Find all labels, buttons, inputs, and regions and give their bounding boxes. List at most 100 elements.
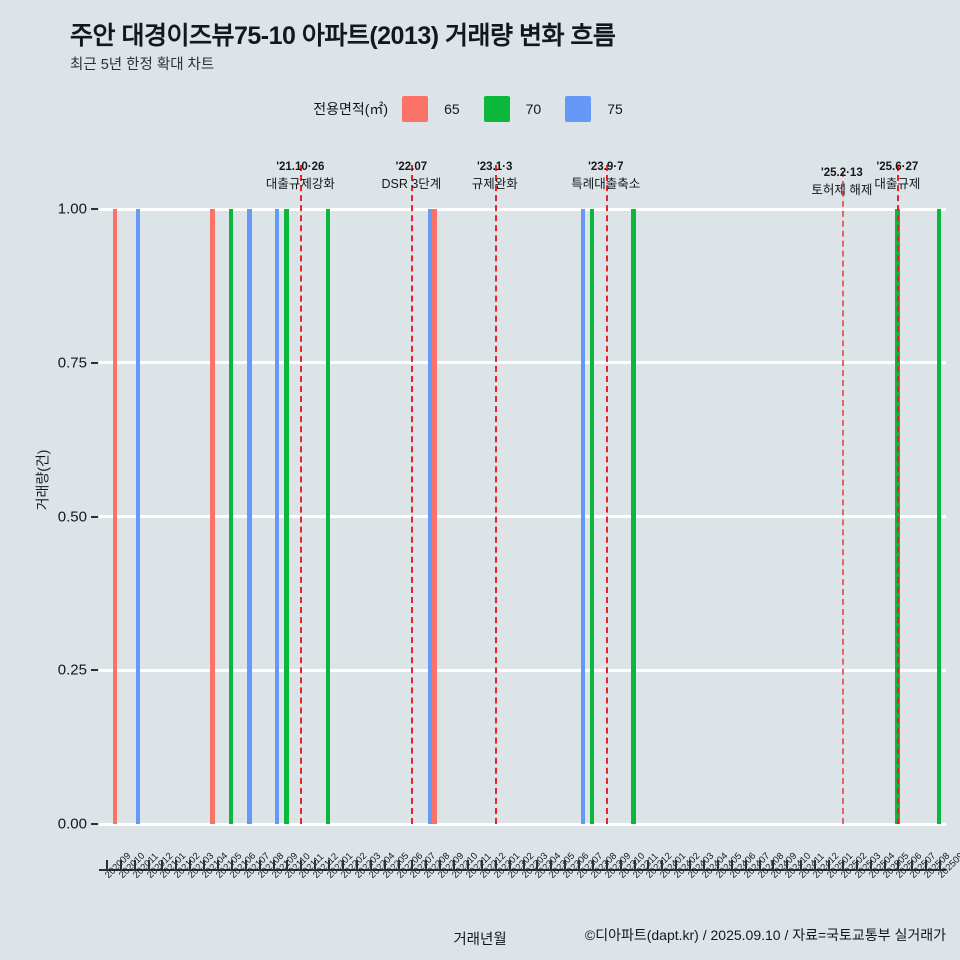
x-tick-mark (633, 860, 636, 869)
y-tick-mark (91, 669, 98, 672)
x-axis-line (99, 869, 946, 871)
bar-65-202209[interactable] (432, 209, 437, 824)
x-tick-mark (147, 860, 150, 869)
x-tick-mark (425, 860, 428, 869)
legend-swatch-65 (402, 96, 429, 122)
x-tick-mark (703, 860, 705, 869)
annotation-line-202506 (897, 165, 900, 824)
bar-65-202105[interactable] (210, 209, 215, 824)
gridline (99, 515, 946, 518)
x-tick-mark (855, 860, 858, 869)
annotation-date: '22.07 (395, 161, 428, 173)
annotation-202207: '22.07 DSR 3단계 (381, 160, 441, 192)
x-tick-mark (772, 860, 775, 869)
y-tick-label: 0.00 (57, 815, 87, 833)
gridline (99, 822, 946, 826)
y-tick-mark (91, 361, 98, 364)
legend-item-65[interactable]: 65 (402, 96, 478, 122)
x-tick-mark (800, 860, 803, 869)
x-tick-mark (841, 860, 844, 869)
x-tick-mark (480, 860, 483, 869)
x-tick-mark (189, 860, 192, 869)
bar-75-202107[interactable] (247, 209, 252, 824)
x-tick-mark (508, 860, 511, 869)
y-tick-label: 1.00 (57, 200, 87, 218)
x-tick-mark (605, 860, 608, 869)
gridline (99, 668, 946, 672)
x-tick-mark (578, 860, 581, 869)
annotation-line-202207 (411, 165, 414, 824)
annotation-line-202502 (841, 171, 844, 824)
annotation-text: DSR 3단계 (381, 176, 442, 191)
annotation-date: '21.10·26 (276, 161, 325, 173)
annotation-text: 토허제 해제 (811, 182, 873, 197)
x-tick-mark (161, 860, 164, 869)
bar-65-202010[interactable] (113, 209, 118, 824)
x-tick-mark (689, 860, 692, 869)
bar-70-202311[interactable] (631, 209, 636, 824)
x-tick-mark (328, 860, 331, 869)
y-tick-label: 0.75 (57, 354, 87, 372)
bar-70-202106[interactable] (228, 209, 234, 824)
x-tick-mark (383, 860, 386, 869)
x-tick-mark (466, 860, 469, 869)
bar-70-202201[interactable] (325, 209, 331, 824)
y-tick-label: 0.50 (57, 508, 87, 525)
chart-legend: 전용면적(㎡) 65 70 75 (0, 96, 960, 122)
x-tick-mark (925, 860, 928, 869)
x-tick-mark (355, 860, 358, 869)
annotation-text: 특례대출축소 (571, 176, 641, 191)
legend-item-75[interactable]: 75 (565, 96, 641, 122)
bar-70-202110[interactable] (284, 209, 289, 824)
annotation-202309: '23.9·7 특례대출축소 (571, 160, 640, 192)
page-subtitle: 최근 5년 한정 확대 차트 (70, 57, 215, 73)
x-tick-mark (314, 860, 317, 869)
legend-item-70[interactable]: 70 (483, 96, 560, 122)
x-tick-mark (827, 860, 830, 869)
annotation-line-202301 (494, 165, 497, 824)
x-tick-mark (217, 860, 220, 869)
bar-75-202208[interactable] (427, 209, 433, 824)
x-tick-mark (869, 860, 872, 869)
y-axis-label: 거래량(건) (34, 449, 51, 511)
y-tick-label: 0.25 (57, 661, 87, 679)
x-tick-mark (536, 860, 539, 869)
x-tick-mark (133, 860, 136, 869)
x-tick-mark (911, 860, 914, 869)
x-tick-mark (119, 860, 122, 869)
x-tick-mark (619, 860, 622, 869)
x-tick-mark (341, 860, 344, 869)
annotation-202111: '21.10·26 대출규제강화 (266, 160, 335, 192)
bar-75-202011[interactable] (136, 209, 141, 824)
annotation-202506: '25.6·27 대출규제 (874, 160, 920, 192)
x-tick-mark (397, 860, 400, 869)
bar-70-202509[interactable] (936, 209, 942, 824)
bar-75-202307[interactable] (580, 209, 585, 824)
x-tick-mark (897, 860, 900, 869)
x-tick-mark (300, 860, 303, 869)
annotation-date: '23.1·3 (477, 161, 513, 173)
bar-75-202109[interactable] (275, 209, 280, 824)
annotation-text: 대출규제강화 (265, 176, 335, 191)
footer-credit: ©디아파트(dapt.kr) / 2025.09.10 / 자료=국토교통부 실… (584, 927, 946, 943)
annotation-date: '25.2·13 (820, 167, 863, 179)
x-tick-mark (758, 860, 761, 869)
x-tick-mark (453, 860, 456, 869)
x-tick-mark (564, 860, 567, 869)
annotation-line-202309 (605, 165, 608, 824)
x-tick-mark (716, 860, 719, 869)
x-tick-mark (494, 860, 497, 869)
legend-swatch-70 (483, 96, 510, 122)
legend-title: 전용면적(㎡) (313, 101, 389, 117)
legend-swatch-75 (565, 96, 592, 122)
annotation-text: 대출규제 (874, 176, 921, 191)
annotation-line-202111 (300, 165, 303, 824)
x-tick-mark (661, 860, 664, 869)
y-tick-mark (91, 823, 98, 825)
x-tick-mark (230, 860, 233, 869)
bar-70-202308[interactable] (589, 209, 595, 824)
legend-label-65: 65 (444, 101, 460, 117)
legend-label-70: 70 (525, 101, 542, 117)
x-tick-mark (550, 860, 553, 869)
